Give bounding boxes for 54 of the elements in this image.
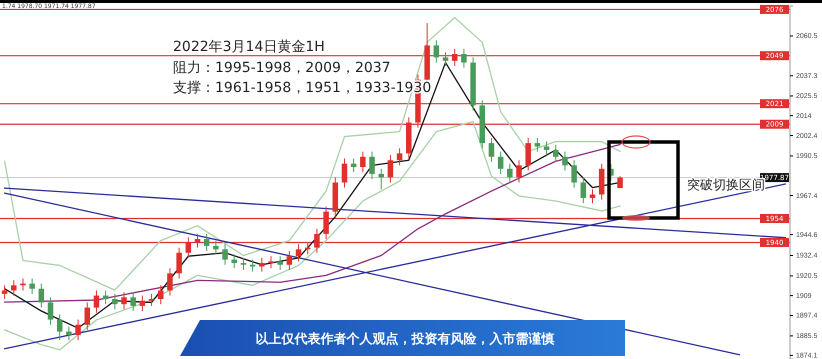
- candlestick: [94, 290, 100, 314]
- candlestick: [112, 293, 118, 310]
- candlestick: [342, 158, 348, 188]
- candlestick: [240, 257, 246, 270]
- candlestick: [562, 151, 568, 172]
- line-series: [4, 17, 621, 291]
- candlestick: [461, 48, 467, 68]
- candlestick: [544, 140, 550, 156]
- candlestick: [213, 240, 219, 255]
- candlestick: [176, 247, 182, 279]
- candlestick: [442, 52, 448, 66]
- candlestick: [20, 278, 26, 291]
- annotation: 以上仅代表作者个人观点，投资有风险，入市需谨慎: [256, 331, 554, 347]
- candlestick: [277, 256, 283, 270]
- candlestick: [488, 137, 494, 162]
- candlestick: [259, 257, 265, 272]
- candlestick: [434, 40, 440, 64]
- candlestick: [396, 148, 402, 166]
- candlestick: [350, 158, 356, 173]
- candlestick: [516, 160, 522, 183]
- candlestick: [571, 160, 577, 188]
- candlestick: [2, 284, 8, 300]
- candlestick: [580, 176, 586, 204]
- candlestick: [102, 290, 108, 305]
- candlestick: [11, 280, 17, 296]
- candlestick: [130, 292, 136, 312]
- candlestick: [167, 268, 173, 296]
- text: 2022年3月14日黄金1H: [173, 39, 325, 55]
- candlestick: [534, 137, 540, 152]
- candlestick: [56, 314, 62, 341]
- candlestick: [369, 151, 375, 180]
- candlestick: [498, 151, 504, 174]
- candlestick: [231, 254, 237, 269]
- candlestick: [590, 188, 596, 204]
- candlestick: [121, 292, 127, 310]
- annotation: 阻力：1995-1998，2009，2037: [173, 60, 391, 76]
- candlestick: [38, 283, 44, 308]
- candlestick: [525, 137, 531, 172]
- candlestick: [204, 233, 210, 252]
- candlestick: [75, 319, 81, 341]
- candlestick: [222, 244, 228, 266]
- candlestick: [507, 163, 513, 183]
- candlestick: [158, 284, 164, 305]
- candlestick: [378, 168, 384, 190]
- candlestick: [66, 326, 72, 341]
- candlestick: [553, 144, 559, 162]
- candlestick: [286, 250, 292, 270]
- candlestick: [360, 151, 366, 173]
- line-series: [4, 121, 621, 350]
- candlestick: [29, 278, 35, 294]
- candlestick: [84, 302, 90, 330]
- candlestick: [388, 154, 394, 183]
- candlestick: [140, 295, 146, 312]
- candlestick: [48, 296, 54, 326]
